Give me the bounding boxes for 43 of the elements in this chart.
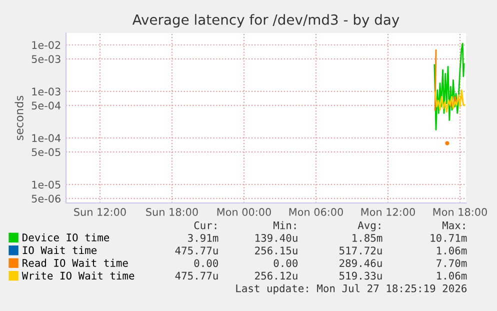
text: 289.46u (340, 259, 382, 268)
text: 475.77u (175, 272, 218, 280)
text: 1.06m (437, 272, 467, 280)
line-series (434, 42, 465, 130)
line-series (434, 89, 466, 113)
text: 1.85m (352, 234, 382, 242)
y-tick-label: 1e-03 (32, 88, 60, 96)
x-tick-label: Mon 18:00 (433, 208, 487, 216)
legend-label: Write IO Wait time (22, 272, 134, 280)
y-tick-label: 5e-06 (32, 194, 60, 203)
legend-label: IO Wait time (22, 246, 97, 254)
text: 7.70m (436, 259, 467, 268)
legend-label: Device IO time (22, 233, 110, 242)
text: 517.72u (340, 246, 382, 254)
x-tick-label: Mon 00:00 (217, 208, 271, 216)
y-tick-label: 1e-05 (32, 180, 60, 189)
y-tick-label: 1e-02 (32, 41, 60, 49)
y-axis-title: seconds (14, 96, 24, 140)
text: 139.40u (256, 234, 298, 242)
text: Avg: (358, 221, 380, 232)
text: 1.06m (437, 246, 467, 254)
text: 256.12u (255, 272, 298, 280)
y-tick-label: 5e-05 (32, 148, 60, 156)
text: Cur: (194, 221, 216, 230)
text: Max: (442, 222, 465, 230)
x-tick-label: Mon 12:00 (361, 208, 415, 216)
text: 475.77u (175, 246, 218, 254)
y-tick-label: 5e-03 (32, 55, 60, 63)
x-tick-label: Mon 06:00 (289, 208, 343, 216)
x-tick-label: Sun 18:00 (146, 208, 198, 216)
legend-label: Read IO Wait time (22, 258, 128, 267)
text: Min: (274, 221, 296, 230)
x-tick-label: Sun 12:00 (74, 208, 126, 216)
text: 10.71m (430, 234, 467, 242)
text: 3.91m (188, 234, 218, 242)
chart-title: Average latency for /dev/md3 - by day (132, 14, 400, 28)
y-tick-label: 5e-04 (32, 102, 61, 110)
text: Last update: Mon Jul 27 18:25:19 2026 (236, 284, 467, 294)
text: 0.00 (274, 259, 298, 268)
text: 256.15u (255, 246, 298, 254)
y-tick-label: 1e-04 (32, 134, 61, 142)
text: 519.33u (340, 272, 382, 280)
text: 0.00 (194, 259, 218, 268)
